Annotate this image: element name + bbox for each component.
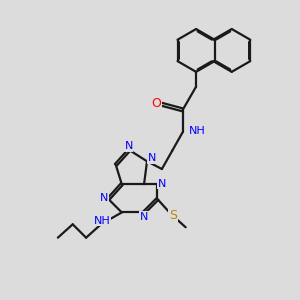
Text: N: N	[158, 178, 166, 189]
Text: N: N	[124, 141, 133, 152]
Text: N: N	[148, 153, 156, 163]
Text: NH: NH	[189, 126, 206, 136]
Text: S: S	[169, 208, 177, 222]
Text: N: N	[140, 212, 148, 222]
Text: O: O	[151, 98, 161, 110]
Text: NH: NH	[94, 216, 111, 226]
Text: N: N	[100, 193, 108, 203]
